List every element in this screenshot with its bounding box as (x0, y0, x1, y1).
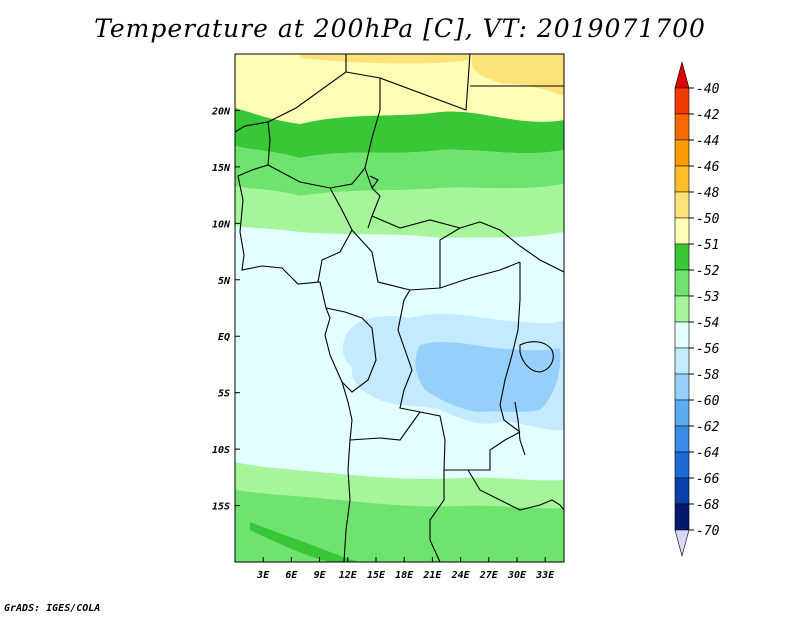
border-south-sudan (439, 221, 565, 288)
lon-tick-label: 27E (479, 570, 499, 581)
map-title: Temperature at 200hPa [C], VT: 201907170… (94, 14, 706, 43)
latitude-axis: 20N 15N 10N 5N EQ 5S 10S 15S (211, 106, 240, 513)
field-mid-green-band (235, 146, 564, 196)
border-zambia (467, 469, 565, 511)
lake-victoria (519, 341, 554, 373)
nile-river (369, 175, 379, 189)
legend-label: -48 (696, 186, 720, 201)
field-dark-green-south (250, 522, 362, 562)
legend-label: -40 (696, 82, 720, 97)
border-congo-gabon (325, 307, 377, 393)
legend-swatch (674, 425, 690, 453)
lat-tick-label: 15N (212, 163, 231, 174)
lon-tick-label: 18E (395, 570, 414, 581)
legend-swatch (674, 477, 690, 505)
legend-swatch (674, 529, 690, 558)
field-light-green-band (235, 184, 564, 238)
longitude-axis: 3E 6E 9E 12E 15E 18E 21E 24E 27E 30E 33E (256, 557, 555, 581)
lat-tick-label: 5N (218, 276, 231, 287)
lon-tick-label: 30E (507, 570, 527, 581)
legend-label: -42 (696, 108, 720, 123)
lat-tick-label: 10S (212, 445, 230, 456)
legend-swatch (674, 399, 690, 427)
border-east-drc (499, 262, 521, 433)
temperature-field (235, 54, 564, 562)
legend-label: -70 (696, 524, 720, 539)
legend-label: -58 (696, 368, 720, 383)
lat-tick-label: EQ (218, 332, 230, 343)
lon-tick-label: 3E (256, 570, 270, 581)
legend-swatch (674, 373, 690, 401)
lon-tick-label: 15E (367, 570, 386, 581)
lon-tick-label: 9E (314, 570, 327, 581)
lon-tick-label: 6E (285, 570, 298, 581)
legend-label: -51 (696, 238, 719, 253)
coastline-west (234, 121, 353, 563)
legend-label: -44 (696, 134, 719, 149)
legend-swatch (674, 139, 690, 167)
border-chad-sudan (364, 78, 381, 229)
legend-swatch (674, 321, 690, 349)
lon-tick-label: 24E (451, 570, 471, 581)
country-borders (234, 53, 565, 563)
lon-tick-label: 12E (339, 570, 358, 581)
field-blue-center (415, 341, 561, 412)
color-legend: -40 -42 -44 -46 -48 -50 -51 -52 -53 -54 -56 -58 -60 -… (674, 60, 720, 558)
border-angola-zambia (429, 470, 445, 563)
legend-label: -54 (696, 316, 719, 331)
legend-label: -66 (696, 472, 720, 487)
legend-swatch (674, 451, 690, 479)
legend-label: -46 (696, 160, 720, 175)
legend-swatch (674, 269, 690, 297)
lat-tick-label: 15S (212, 502, 230, 513)
legend-swatch (674, 165, 690, 193)
border-angola-south (349, 411, 421, 441)
border-car (351, 229, 521, 291)
lake-tanganyika (514, 401, 526, 456)
border-sudan-south-sudan (371, 215, 461, 229)
legend-label: -60 (696, 394, 720, 409)
legend-label: -64 (696, 446, 719, 461)
legend-label: -68 (696, 498, 720, 513)
lat-tick-label: 10N (212, 219, 231, 230)
legend-swatch (674, 113, 690, 141)
legend-swatch (674, 191, 690, 219)
field-mid-green-south (235, 490, 564, 562)
lat-tick-label: 20N (211, 106, 231, 117)
lon-tick-label: 33E (535, 570, 555, 581)
legend-label: -50 (696, 212, 720, 227)
grads-credit: GrADS: IGES/COLA (4, 603, 101, 614)
legend-swatch (674, 60, 690, 89)
legend-swatch (674, 87, 690, 115)
legend-swatch (674, 217, 690, 245)
border-cameroon (317, 187, 353, 283)
legend-swatch (674, 295, 690, 323)
lon-tick-label: 21E (422, 570, 442, 581)
legend-label: -62 (696, 420, 720, 435)
field-orange-north (300, 54, 470, 64)
legend-swatch (674, 243, 690, 271)
legend-label: -56 (696, 342, 720, 357)
border-drc-north (397, 289, 521, 471)
lat-tick-label: 5S (218, 389, 230, 400)
legend-swatch (674, 347, 690, 375)
legend-label: -53 (696, 290, 719, 305)
map-frame (234, 53, 565, 563)
border-niger-chad (267, 54, 347, 123)
field-dark-green-band (235, 108, 564, 158)
border-libya-chad (345, 53, 471, 111)
legend-label: -52 (696, 264, 720, 279)
legend-swatch (674, 503, 690, 531)
